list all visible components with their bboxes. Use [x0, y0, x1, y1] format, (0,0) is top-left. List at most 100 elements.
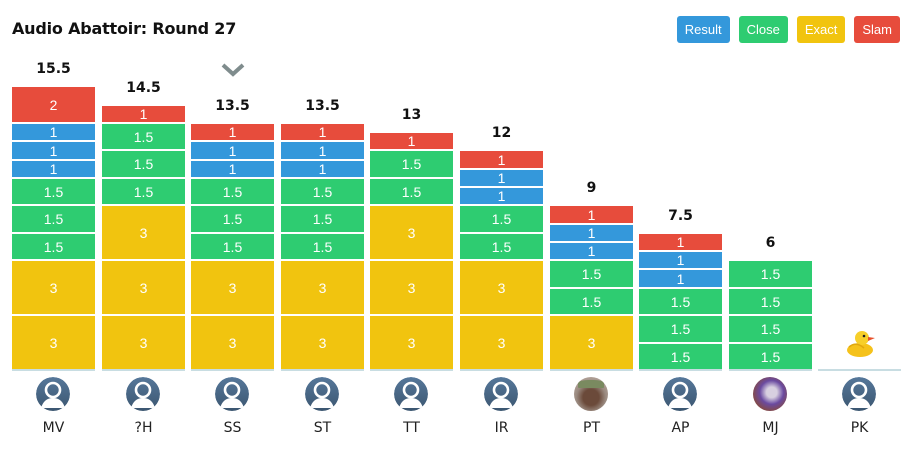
bar-segment-slam[interactable]: 1: [460, 149, 543, 168]
bar-segment-close[interactable]: 1.5: [550, 259, 633, 287]
bar-segment-result[interactable]: 1: [12, 140, 95, 159]
bar-segment-close[interactable]: 1.5: [460, 232, 543, 259]
bar-segment-result[interactable]: 1: [639, 268, 722, 287]
bar-segment-exact[interactable]: 3: [370, 259, 453, 314]
bar-segment-exact[interactable]: 3: [370, 204, 453, 259]
baseline: [12, 369, 95, 371]
user-photo-avatar[interactable]: [753, 377, 787, 411]
bar-segment-result[interactable]: 1: [550, 241, 633, 259]
total-label: 15.5: [36, 61, 71, 77]
bar-segment-close[interactable]: 1.5: [639, 314, 722, 342]
bar-segment-result[interactable]: 1: [12, 122, 95, 140]
bar-segment-close[interactable]: 1.5: [729, 259, 812, 287]
bar-segment-result[interactable]: 1: [281, 140, 364, 159]
player-name: AP: [671, 420, 690, 436]
player-name: ST: [313, 420, 332, 436]
baseline: [818, 369, 901, 371]
baseline: [102, 369, 185, 371]
bar-segment-result[interactable]: 1: [12, 159, 95, 177]
player-name: TT: [403, 420, 420, 436]
bar-segment-close[interactable]: 1.5: [102, 177, 185, 204]
bar-segment-result[interactable]: 1: [550, 223, 633, 241]
bar-segment-close[interactable]: 1.5: [550, 287, 633, 314]
baseline: [729, 369, 812, 371]
bar-segment-close[interactable]: 1.5: [12, 177, 95, 204]
bar-segment-result[interactable]: 1: [460, 168, 543, 186]
user-avatar-icon[interactable]: [305, 377, 339, 411]
chevron-down-icon[interactable]: [221, 62, 245, 81]
total-label: 9: [586, 180, 597, 196]
total-label: 13: [401, 107, 422, 123]
bar-segment-exact[interactable]: 3: [191, 259, 274, 314]
bar-segment-result[interactable]: 1: [460, 186, 543, 204]
bar-segment-exact[interactable]: 3: [191, 314, 274, 369]
total-label: 7.5: [668, 208, 693, 224]
user-avatar-icon[interactable]: [663, 377, 697, 411]
bar-segment-exact[interactable]: 3: [102, 259, 185, 314]
bar-segment-exact[interactable]: 3: [102, 204, 185, 259]
bar-segment-close[interactable]: 1.5: [191, 204, 274, 232]
bar-segment-slam[interactable]: 1: [639, 232, 722, 250]
baseline: [370, 369, 453, 371]
page-title: Audio Abattoir: Round 27: [12, 19, 237, 38]
bar-segment-close[interactable]: 1.5: [281, 177, 364, 204]
bar-segment-slam[interactable]: 1: [281, 122, 364, 140]
user-avatar-icon[interactable]: [394, 377, 428, 411]
bar-segment-close[interactable]: 1.5: [191, 232, 274, 259]
bar-segment-exact[interactable]: 3: [370, 314, 453, 369]
bar-segment-close[interactable]: 1.5: [729, 287, 812, 314]
bar-segment-close[interactable]: 1.5: [102, 122, 185, 149]
bar-segment-slam[interactable]: 1: [550, 204, 633, 223]
bar-segment-close[interactable]: 1.5: [639, 287, 722, 314]
bar-segment-close[interactable]: 1.5: [370, 177, 453, 204]
player-name: MJ: [762, 420, 779, 436]
total-label: 12: [491, 125, 512, 141]
bar-segment-exact[interactable]: 3: [281, 259, 364, 314]
bar-segment-exact[interactable]: 3: [12, 314, 95, 369]
legend: Result Close Exact Slam: [676, 16, 900, 43]
baseline: [281, 369, 364, 371]
bar-segment-exact[interactable]: 3: [102, 314, 185, 369]
total-label: 13.5: [215, 98, 250, 114]
bar-segment-close[interactable]: 1.5: [460, 204, 543, 232]
baseline: [460, 369, 543, 371]
baseline: [191, 369, 274, 371]
bar-segment-close[interactable]: 1.5: [191, 177, 274, 204]
bar-segment-slam[interactable]: 2: [12, 85, 95, 122]
total-label: 6: [765, 235, 776, 251]
bar-segment-close[interactable]: 1.5: [281, 204, 364, 232]
legend-result[interactable]: Result: [676, 16, 730, 43]
bar-segment-exact[interactable]: 3: [12, 259, 95, 314]
legend-slam[interactable]: Slam: [854, 16, 900, 43]
user-photo-avatar[interactable]: [574, 377, 608, 411]
bar-segment-close[interactable]: 1.5: [370, 149, 453, 177]
bar-segment-result[interactable]: 1: [281, 159, 364, 177]
bar-segment-slam[interactable]: 1: [191, 122, 274, 140]
baseline: [639, 369, 722, 371]
bar-segment-result[interactable]: 1: [191, 140, 274, 159]
bar-segment-result[interactable]: 1: [191, 159, 274, 177]
bar-segment-exact[interactable]: 3: [550, 314, 633, 369]
bar-segment-close[interactable]: 1.5: [729, 314, 812, 342]
bar-segment-close[interactable]: 1.5: [281, 232, 364, 259]
bar-segment-close[interactable]: 1.5: [12, 232, 95, 259]
bar-segment-close[interactable]: 1.5: [12, 204, 95, 232]
bar-segment-close[interactable]: 1.5: [102, 149, 185, 177]
legend-close[interactable]: Close: [738, 16, 788, 43]
user-avatar-icon[interactable]: [842, 377, 876, 411]
bar-segment-slam[interactable]: 1: [102, 104, 185, 122]
user-avatar-icon[interactable]: [215, 377, 249, 411]
user-avatar-icon[interactable]: [484, 377, 518, 411]
user-avatar-icon[interactable]: [126, 377, 160, 411]
bar-segment-exact[interactable]: 3: [460, 314, 543, 369]
bar-segment-result[interactable]: 1: [639, 250, 722, 268]
total-label: 13.5: [305, 98, 340, 114]
bar-segment-close[interactable]: 1.5: [639, 342, 722, 369]
bar-segment-slam[interactable]: 1: [370, 131, 453, 149]
bar-segment-exact[interactable]: 3: [460, 259, 543, 314]
user-avatar-icon[interactable]: [36, 377, 70, 411]
player-name: MV: [42, 420, 65, 436]
bar-segment-close[interactable]: 1.5: [729, 342, 812, 369]
bar-segment-exact[interactable]: 3: [281, 314, 364, 369]
legend-exact[interactable]: Exact: [796, 16, 846, 43]
